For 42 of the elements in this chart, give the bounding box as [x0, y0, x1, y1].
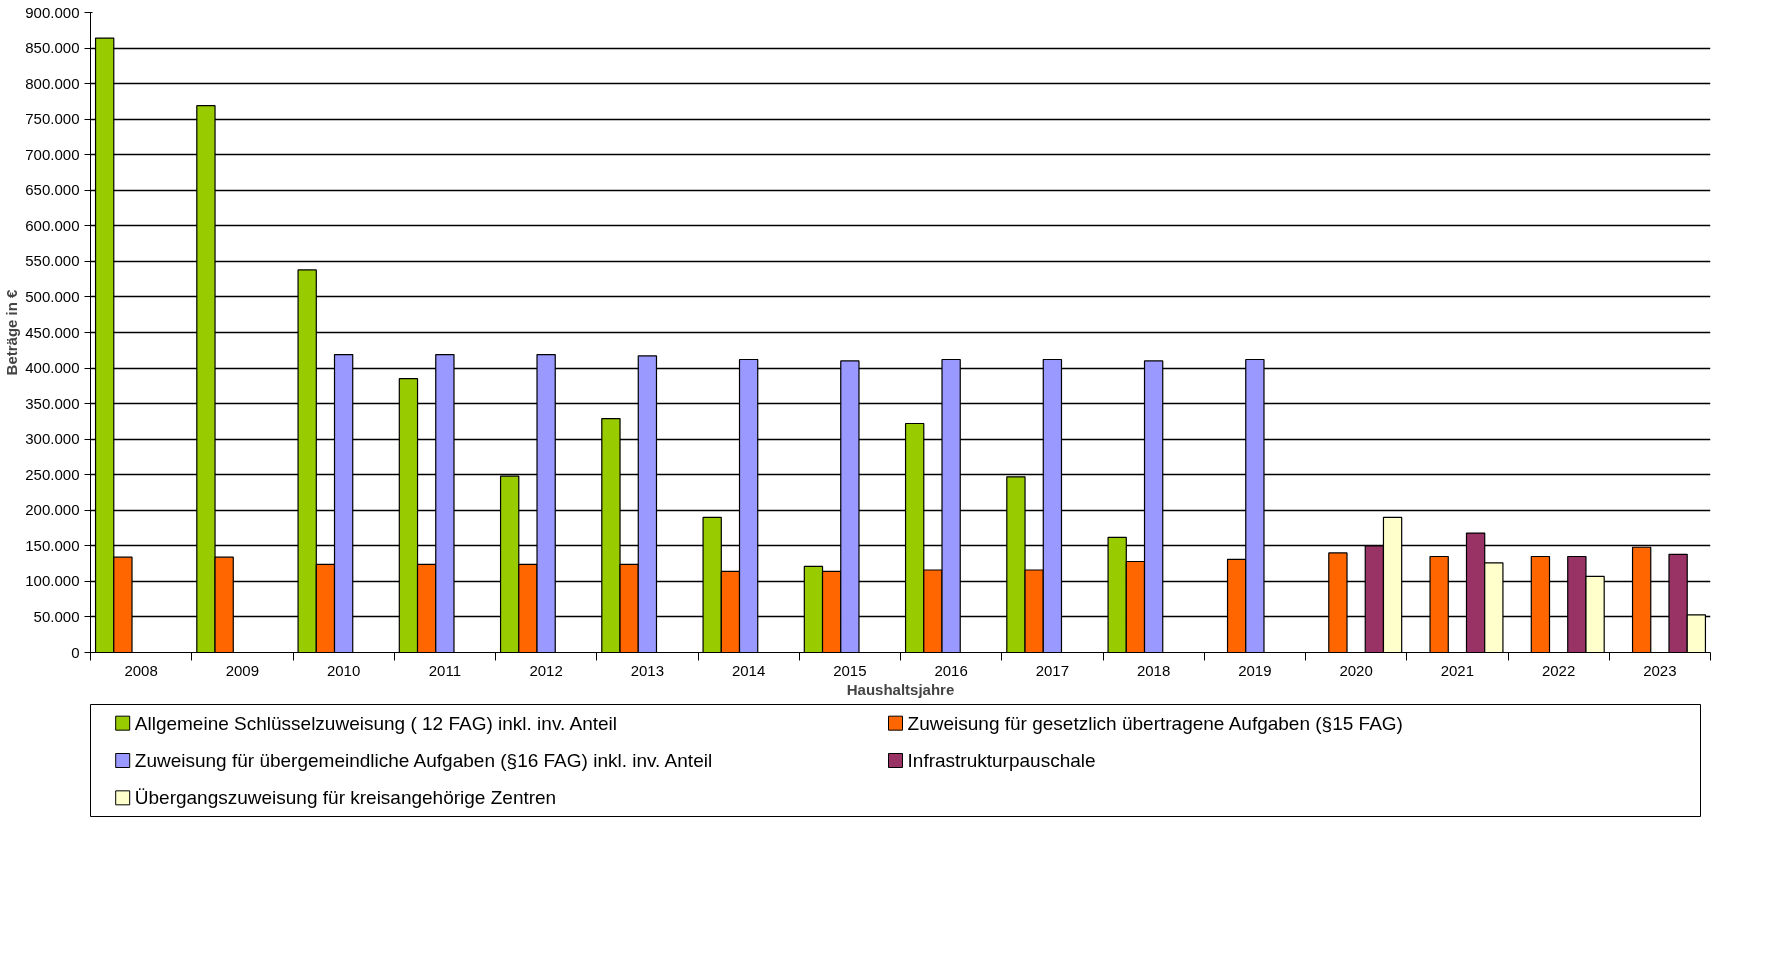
x-tick-label: 2010: [326, 661, 361, 679]
y-tick-label: 250.000: [25, 465, 80, 483]
x-axis-title: Haushaltsjahre: [846, 680, 955, 698]
legend-label: Infrastrukturpauschale: [907, 750, 1096, 771]
y-tick-label: 0: [71, 643, 80, 661]
y-tick-label: 650.000: [25, 181, 80, 199]
x-tick-label: 2014: [731, 661, 766, 679]
x-tick-label: 2011: [428, 661, 462, 679]
y-tick-label: 300.000: [25, 430, 80, 448]
x-tick-label: 2020: [1339, 661, 1373, 679]
y-tick-label: 100.000: [25, 572, 80, 590]
y-tick-label: 900.000: [25, 3, 80, 21]
x-tick-label: 2015: [833, 661, 867, 679]
y-tick-label: 850.000: [25, 39, 80, 57]
y-tick-label: 550.000: [25, 252, 80, 270]
x-tick-label: 2008: [124, 661, 158, 679]
y-tick-label: 600.000: [25, 216, 80, 234]
y-tick-label: 500.000: [25, 287, 80, 305]
x-tick-label: 2017: [1035, 661, 1070, 679]
x-tick-label: 2012: [529, 661, 563, 679]
legend-label: Allgemeine Schlüsselzuweisung ( 12 FAG) inkl. inv. Anteil: [134, 712, 618, 734]
y-tick-label: 400.000: [25, 359, 80, 377]
x-tick-label: 2022: [1541, 661, 1576, 679]
legend-label: Zuweisung für gesetzlich übertragene Aufgaben (§15 FAG): [907, 712, 1403, 734]
y-tick-label: 200.000: [25, 501, 80, 519]
y-tick-label: 450.000: [25, 323, 80, 341]
y-axis-title: Beträge in €: [3, 288, 21, 376]
y-tick-label: 350.000: [25, 394, 80, 412]
legend-label: Zuweisung für übergemeindliche Aufgaben (§16 FAG) inkl. inv. Anteil: [134, 750, 713, 771]
x-tick-label: 2018: [1136, 661, 1171, 679]
legend-label: Übergangszuweisung für kreisangehörige Zentren: [134, 787, 557, 809]
x-tick-label: 2021: [1440, 661, 1475, 679]
x-tick-label: 2009: [225, 661, 260, 679]
y-tick-label: 150.000: [25, 536, 80, 554]
y-tick-label: 50.000: [33, 607, 80, 625]
y-tick-label: 700.000: [25, 145, 80, 163]
y-tick-label: 800.000: [25, 74, 80, 92]
x-tick-label: 2013: [630, 661, 665, 679]
y-tick-label: 750.000: [25, 110, 80, 128]
x-tick-label: 2016: [934, 661, 968, 679]
x-tick-label: 2019: [1238, 661, 1272, 679]
x-tick-label: 2023: [1643, 661, 1677, 679]
